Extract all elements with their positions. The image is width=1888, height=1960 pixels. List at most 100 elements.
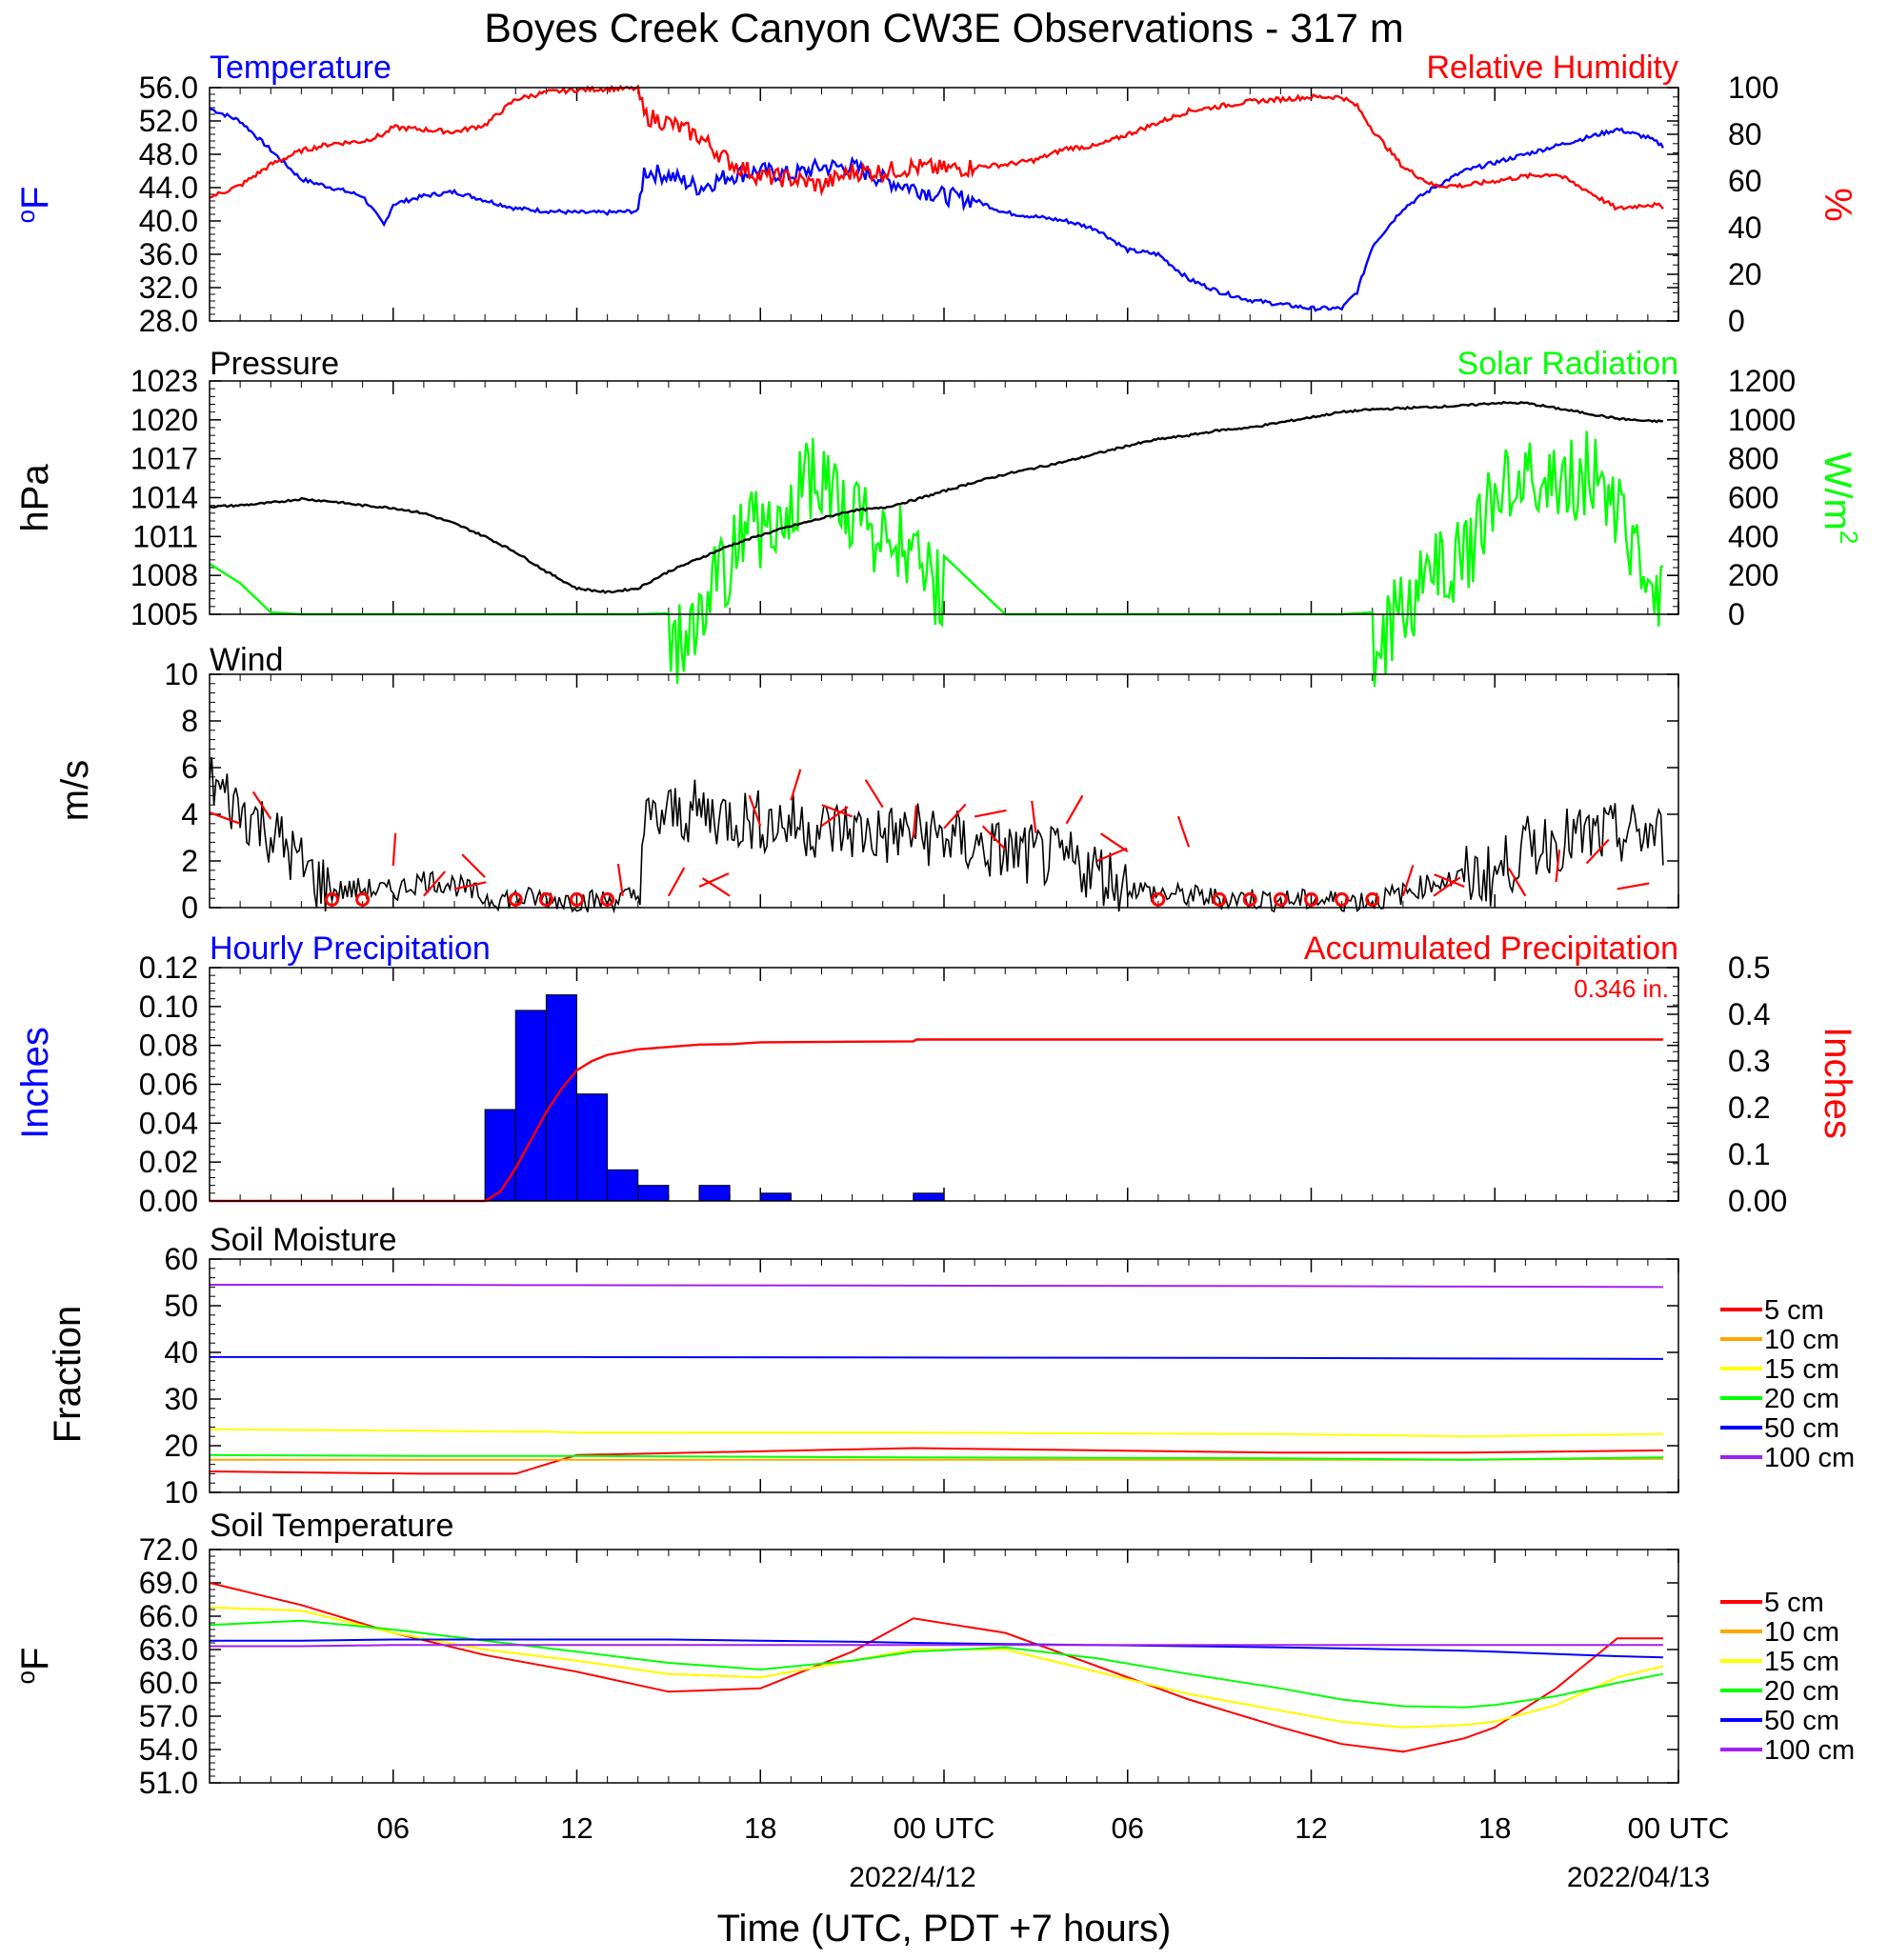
- panel6-ylabel-degree: o: [11, 1670, 40, 1684]
- calm-wind-marker: [1242, 891, 1257, 907]
- pressure-axis-tick-label: 1005: [131, 597, 198, 631]
- precip-bar: [607, 1169, 639, 1202]
- temperature-line: [209, 107, 1664, 312]
- precip-bar: [637, 1185, 670, 1202]
- soil-temp-line-20cm: [209, 1619, 1664, 1709]
- wind-barb: [981, 825, 1007, 850]
- panel2-ylabel-left-text: hPa: [14, 464, 56, 532]
- x-tick-label: 06: [1112, 1811, 1144, 1845]
- accum-precip-axis-tick-label: 0.4: [1728, 997, 1770, 1031]
- panel1-ylabel-right: %: [1817, 188, 1858, 222]
- legend-label: 50 cm: [1764, 1413, 1839, 1444]
- wind-barb: [698, 872, 730, 888]
- soil-moisture-line-15cm: [209, 1428, 1663, 1438]
- x-date-label-2: 2022/04/13: [1567, 1862, 1710, 1893]
- wind-barb: [251, 790, 272, 820]
- humidity-axis-tick-label: 60: [1728, 164, 1762, 198]
- pressure-line: [209, 400, 1664, 594]
- pressure-axis-tick-label: 1011: [132, 519, 198, 553]
- x-tick-label: 12: [1295, 1811, 1327, 1845]
- calm-wind-marker: [1273, 891, 1288, 907]
- panel-soil-temperature: Soil Temperature oF 72.069.066.063.060.0…: [11, 1508, 1855, 1800]
- soil-moisture-line-100cm: [210, 1284, 1663, 1289]
- figure-title: Boyes Creek Canyon CW3E Observations - 3…: [484, 6, 1404, 51]
- calm-wind-marker: [325, 891, 339, 907]
- legend-label: 20 cm: [1764, 1384, 1839, 1414]
- calm-wind-marker: [600, 891, 615, 907]
- panel4-title-right: Accumulated Precipitation: [1304, 930, 1678, 967]
- svg-text:oF: oF: [11, 187, 56, 224]
- soil-moisture-line-50cm: [210, 1355, 1663, 1360]
- wind-barb: [209, 811, 241, 825]
- soil-moisture-axis-tick-label: 60: [164, 1242, 198, 1276]
- wind-barb: [1099, 832, 1129, 853]
- svg-text:oF: oF: [11, 1648, 56, 1685]
- precip-bar: [913, 1192, 945, 1202]
- panel6-title-left: Soil Temperature: [210, 1508, 453, 1544]
- calm-wind-marker: [508, 891, 523, 907]
- pressure-axis-tick-label: 1008: [131, 558, 198, 592]
- hourly-precip-axis-tick-label: 0.08: [139, 1029, 198, 1063]
- panel2-frame: [209, 380, 1679, 615]
- temperature-axis-tick-label: 48.0: [139, 137, 198, 171]
- panel4-ylabel-right: Inches: [1817, 1027, 1858, 1139]
- legend-label: 100 cm: [1764, 1735, 1855, 1766]
- solar-axis-tick-label: 800: [1728, 442, 1778, 476]
- wind-barb: [748, 794, 762, 827]
- panel1-ylabel-left: oF: [11, 187, 56, 224]
- panel1-title-right: Relative Humidity: [1426, 50, 1678, 86]
- soil-moisture-axis-tick-label: 10: [164, 1475, 198, 1510]
- wind-barb: [667, 867, 686, 897]
- humidity-axis-tick-label: 100: [1728, 70, 1778, 105]
- panel1-frame: [209, 87, 1679, 322]
- hourly-precip-axis-tick-label: 0.06: [139, 1068, 198, 1102]
- panel1-ylabel-right-text: %: [1817, 188, 1858, 222]
- calm-wind-marker: [355, 891, 371, 907]
- soil-temp-line-5cm: [209, 1582, 1663, 1753]
- wind-barb: [1176, 815, 1191, 848]
- solar-axis-tick-label: 1000: [1728, 403, 1796, 437]
- soil-moisture-axis-tick-label: 50: [164, 1289, 198, 1323]
- panel-precipitation: Hourly Precipitation Accumulated Precipi…: [14, 930, 1858, 1218]
- accum-precip-axis-tick-label: 0.3: [1728, 1044, 1770, 1078]
- wind-speed-line: [209, 757, 1664, 914]
- calm-wind-marker: [538, 891, 553, 907]
- wind-barb: [461, 853, 486, 878]
- wind-barb: [1065, 794, 1084, 825]
- legend-label: 50 cm: [1764, 1706, 1839, 1736]
- humidity-axis-tick-label: 0: [1728, 304, 1745, 338]
- calm-wind-marker: [570, 891, 584, 907]
- hourly-precip-axis-tick-label: 0.02: [139, 1145, 198, 1179]
- temperature-axis-tick-label: 36.0: [139, 237, 198, 271]
- wind-barb: [702, 877, 731, 897]
- x-tick-label: 18: [744, 1811, 776, 1845]
- panel3-ylabel-left-text: m/s: [54, 760, 96, 821]
- svg-text:W/m2: W/m2: [1817, 452, 1863, 545]
- accum-precip-axis-tick-label: 0.5: [1728, 950, 1770, 985]
- temperature-axis-tick-label: 40.0: [139, 204, 198, 238]
- x-date-label-1: 2022/4/12: [849, 1862, 975, 1893]
- panel4-ylabel-left: Inches: [14, 1027, 56, 1139]
- x-tick-label: 06: [377, 1811, 410, 1845]
- panel2-ylabel-right-unit: W/m: [1817, 452, 1858, 530]
- legend-label: 100 cm: [1764, 1443, 1855, 1473]
- solar-axis-tick-label: 1200: [1728, 364, 1796, 398]
- wind-barb: [1617, 882, 1650, 890]
- panel5-ylabel-left-text: Fraction: [47, 1306, 89, 1444]
- humidity-axis-tick-label: 40: [1728, 210, 1762, 245]
- panel1-ylabel-unit: F: [14, 187, 56, 210]
- precip-bar: [576, 1093, 609, 1202]
- panel4-title-left: Hourly Precipitation: [210, 930, 491, 967]
- accum-precip-axis-tick-label: 0.1: [1728, 1137, 1770, 1171]
- x-tick-label: 12: [560, 1811, 593, 1845]
- panel5-frame: [209, 1258, 1679, 1493]
- wind-barb: [423, 870, 447, 897]
- wind-barb: [616, 863, 624, 896]
- wind-barb: [1555, 850, 1561, 883]
- soil-moisture-axis-tick-label: 30: [164, 1382, 198, 1416]
- wind-barb: [392, 832, 397, 866]
- x-tick-label: 18: [1478, 1811, 1511, 1845]
- hourly-precip-axis-tick-label: 0.12: [139, 950, 198, 985]
- solar-axis-tick-label: 600: [1728, 481, 1778, 515]
- panel-soil-moisture: Soil Moisture Fraction 60 50 40 30 20 10 5 cm…: [47, 1222, 1855, 1510]
